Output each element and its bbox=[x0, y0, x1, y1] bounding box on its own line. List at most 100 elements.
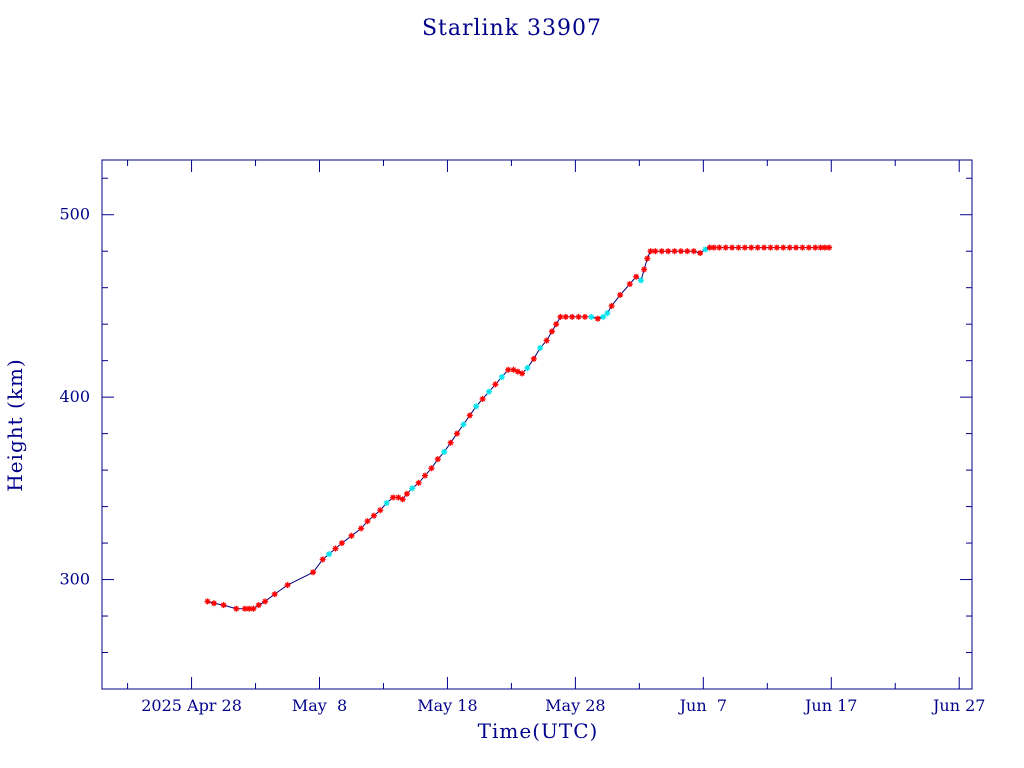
data-point bbox=[319, 556, 326, 563]
data-point bbox=[338, 540, 345, 547]
x-tick-label: May 28 bbox=[545, 696, 605, 715]
data-point bbox=[710, 244, 717, 251]
data-point bbox=[428, 465, 435, 472]
data-point bbox=[466, 412, 473, 419]
data-point bbox=[415, 479, 422, 486]
data-point bbox=[441, 448, 448, 455]
plot-frame bbox=[101, 159, 973, 690]
x-tick-label: May 18 bbox=[417, 696, 477, 715]
data-point bbox=[233, 605, 240, 612]
data-point bbox=[548, 328, 555, 335]
data-point bbox=[220, 602, 227, 609]
data-point bbox=[812, 244, 819, 251]
data-point bbox=[537, 344, 544, 351]
data-point bbox=[409, 485, 416, 492]
data-point bbox=[575, 313, 582, 320]
data-point bbox=[600, 313, 607, 320]
data-point bbox=[348, 532, 355, 539]
data-point bbox=[422, 472, 429, 479]
x-tick-label: Jun 7 bbox=[678, 696, 727, 715]
data-point bbox=[690, 248, 697, 255]
data-point bbox=[530, 355, 537, 362]
data-point bbox=[697, 250, 704, 257]
data-point bbox=[519, 370, 526, 377]
data-point bbox=[658, 248, 665, 255]
data-point bbox=[754, 244, 761, 251]
data-point bbox=[729, 244, 736, 251]
data-point bbox=[486, 388, 493, 395]
data-point bbox=[799, 244, 806, 251]
data-point bbox=[644, 255, 651, 262]
data-point bbox=[383, 499, 390, 506]
y-tick-label: 300 bbox=[59, 570, 90, 589]
data-point bbox=[553, 321, 560, 328]
data-point bbox=[793, 244, 800, 251]
x-tick-label: 2025 Apr 28 bbox=[141, 696, 242, 715]
data-point bbox=[473, 403, 480, 410]
data-point bbox=[735, 244, 742, 251]
data-point bbox=[604, 310, 611, 317]
data-point bbox=[641, 266, 648, 273]
data-point bbox=[326, 551, 333, 558]
data-point bbox=[748, 244, 755, 251]
data-point bbox=[479, 395, 486, 402]
data-point bbox=[492, 381, 499, 388]
data-point bbox=[665, 248, 672, 255]
data-point bbox=[617, 291, 624, 298]
data-point bbox=[581, 313, 588, 320]
data-point bbox=[271, 591, 278, 598]
data-point bbox=[562, 313, 569, 320]
chart-title: Starlink 33907 bbox=[421, 16, 603, 41]
data-point bbox=[255, 602, 262, 609]
x-tick-label: Jun 17 bbox=[803, 696, 857, 715]
data-point bbox=[594, 315, 601, 322]
data-point bbox=[671, 248, 678, 255]
data-point bbox=[626, 281, 633, 288]
data-point bbox=[569, 313, 576, 320]
data-point bbox=[722, 244, 729, 251]
data-point bbox=[310, 569, 317, 576]
data-point bbox=[773, 244, 780, 251]
data-point bbox=[767, 244, 774, 251]
data-point bbox=[498, 374, 505, 381]
y-tick-label: 400 bbox=[59, 387, 90, 406]
data-point bbox=[358, 525, 365, 532]
data-point bbox=[817, 244, 824, 251]
data-point bbox=[761, 244, 768, 251]
data-point bbox=[250, 605, 257, 612]
data-point bbox=[262, 598, 269, 605]
data-point bbox=[210, 600, 217, 607]
data-point bbox=[741, 244, 748, 251]
data-point bbox=[684, 248, 691, 255]
data-point bbox=[677, 248, 684, 255]
x-tick-label: May 8 bbox=[292, 696, 347, 715]
data-point bbox=[204, 598, 211, 605]
data-point bbox=[524, 364, 531, 371]
x-axis-label: Time(UTC) bbox=[477, 719, 599, 743]
data-point bbox=[786, 244, 793, 251]
data-point bbox=[780, 244, 787, 251]
data-point bbox=[370, 512, 377, 519]
y-axis-label: Height (km) bbox=[3, 358, 27, 492]
data-point bbox=[633, 273, 640, 280]
y-tick-label: 500 bbox=[59, 205, 90, 224]
data-point bbox=[637, 277, 644, 284]
data-point bbox=[377, 507, 384, 514]
data-point bbox=[434, 456, 441, 463]
data-point bbox=[454, 430, 461, 437]
data-point bbox=[543, 337, 550, 344]
series-line bbox=[207, 247, 830, 610]
data-point bbox=[805, 244, 812, 251]
data-point bbox=[332, 545, 339, 552]
x-tick-label: Jun 27 bbox=[931, 696, 985, 715]
data-point bbox=[284, 582, 291, 589]
data-point bbox=[447, 439, 454, 446]
data-point bbox=[390, 494, 397, 501]
data-point bbox=[364, 518, 371, 525]
data-point bbox=[608, 302, 615, 309]
data-point bbox=[557, 313, 564, 320]
data-point bbox=[588, 313, 595, 320]
data-point bbox=[716, 244, 723, 251]
data-point bbox=[399, 496, 406, 503]
